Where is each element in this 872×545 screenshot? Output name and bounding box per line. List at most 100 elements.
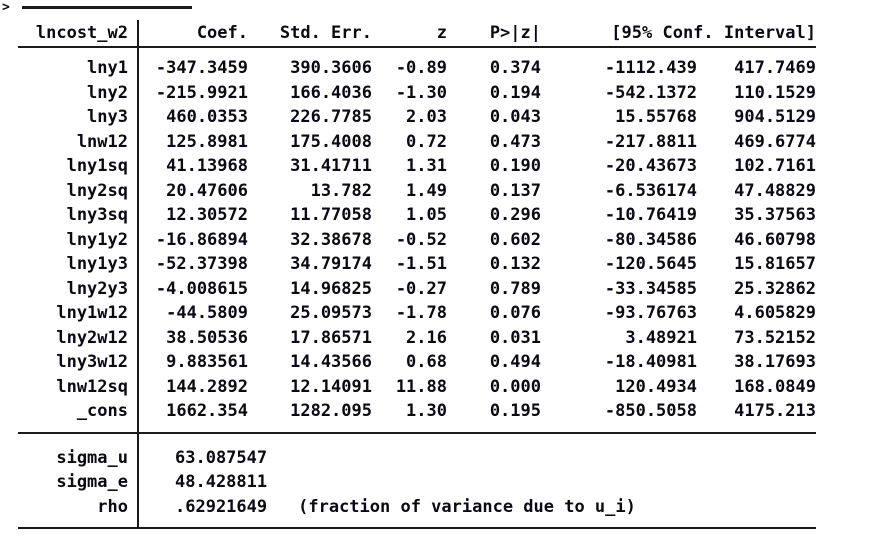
cell-p-value: 0.789 [489, 278, 541, 299]
variance-stats-rows: sigma_u 63.087547 sigma_e 48.428811 rho … [18, 434, 816, 528]
cell-z: 1.49 [406, 180, 447, 201]
cell-std-err: 13.782 [310, 180, 372, 201]
cell-coef: 1662.354 [166, 401, 248, 421]
cell-p-value: 0.043 [489, 107, 541, 127]
cell-ci-lower: -18.40981 [604, 352, 697, 372]
cell-ci-lower: -120.5645 [604, 254, 697, 274]
cell-z: 0.72 [406, 131, 447, 152]
cell-ci-lower: -542.1372 [604, 82, 697, 103]
cell-std-err: 12.14091 [290, 376, 372, 397]
cell-ci-upper: 15.81657 [734, 254, 816, 274]
stat-note [267, 446, 298, 471]
cell-ci-lower: 3.48921 [625, 327, 697, 348]
cell-ci-upper: 469.6774 [734, 131, 816, 152]
cell-coef: 460.0353 [166, 107, 248, 127]
cell-coef: 125.8981 [166, 131, 248, 152]
cell-p-value: 0.195 [489, 401, 541, 421]
cell-z: 0.68 [406, 352, 447, 372]
cell-ci-lower: -33.34585 [604, 278, 697, 299]
cell-std-err: 175.4008 [290, 131, 372, 152]
cell-ci-upper: 4.605829 [734, 303, 816, 323]
row-varname: lny2sq [66, 180, 128, 201]
cell-ci-lower: 15.55768 [615, 107, 697, 127]
cell-z: 2.03 [406, 107, 447, 127]
cell-coef: -52.37398 [155, 254, 248, 274]
header-std-err: Std. Err. [279, 23, 372, 43]
table-row: lny3sq 12.30572 11.77058 1.05 0.296 -10.… [18, 203, 816, 228]
coefficient-rows: lny1 -347.3459 390.3606 -0.89 0.374 -111… [18, 48, 816, 432]
cell-ci-upper: 38.17693 [734, 352, 816, 372]
cell-ci-upper: 73.52152 [734, 327, 816, 348]
cell-p-value: 0.132 [489, 254, 541, 274]
wrapped-top-rule [21, 6, 192, 9]
header-rule [18, 46, 816, 48]
cell-ci-lower: -20.43673 [604, 156, 697, 176]
stat-row: rho .62921649 (fraction of variance due … [18, 495, 816, 520]
cell-z: 1.05 [406, 205, 447, 225]
cell-z: 1.30 [406, 401, 447, 421]
row-varname: lny3sq [66, 205, 128, 225]
header-z: z [436, 23, 447, 43]
cell-std-err: 1282.095 [290, 401, 372, 421]
cell-ci-upper: 35.37563 [734, 205, 816, 225]
table-row: lny2sq 20.47606 13.782 1.49 0.137 -6.536… [18, 179, 816, 204]
cell-ci-lower: -93.76763 [604, 303, 697, 323]
row-varname: lny1y3 [66, 254, 128, 274]
table-row: lny2w12 38.50536 17.86571 2.16 0.031 3.4… [18, 326, 816, 351]
mid-rule [18, 431, 816, 434]
stat-name: rho [97, 496, 128, 517]
table-row: lny3 460.0353 226.7785 2.03 0.043 15.557… [18, 105, 816, 130]
table-row: lnw12 125.8981 175.4008 0.72 0.473 -217.… [18, 130, 816, 155]
row-varname: lny3 [87, 107, 128, 127]
header-p-value: P>|z| [489, 23, 541, 43]
cell-coef: 38.50536 [166, 327, 248, 348]
row-varname: lnw12 [76, 131, 128, 152]
table-row: lnw12sq 144.2892 12.14091 11.88 0.000 12… [18, 375, 816, 400]
stat-value: .62921649 [175, 496, 268, 517]
cell-ci-upper: 4175.213 [734, 401, 816, 421]
table-row: lny1 -347.3459 390.3606 -0.89 0.374 -111… [18, 56, 816, 81]
header-conf-interval: [95% Conf. Interval] [611, 23, 816, 43]
cell-ci-lower: -10.76419 [604, 205, 697, 225]
table-row: _cons 1662.354 1282.095 1.30 0.195 -850.… [18, 399, 816, 424]
row-varname: lnw12sq [56, 376, 128, 397]
cell-coef: 20.47606 [166, 180, 248, 201]
stat-value: 48.428811 [175, 472, 268, 492]
table-row: lny1w12 -44.5809 25.09573 -1.78 0.076 -9… [18, 301, 816, 326]
bottom-rule [18, 527, 816, 529]
stat-note [267, 470, 298, 495]
cell-std-err: 34.79174 [290, 254, 372, 274]
cell-std-err: 31.41711 [290, 156, 372, 176]
header-coef: Coef. [196, 23, 248, 43]
cell-p-value: 0.374 [489, 58, 541, 78]
cell-ci-upper: 46.60798 [734, 229, 816, 250]
cell-coef: 9.883561 [166, 352, 248, 372]
cell-std-err: 17.86571 [290, 327, 372, 348]
stat-name: sigma_e [56, 472, 128, 492]
cell-std-err: 11.77058 [290, 205, 372, 225]
cell-ci-lower: -6.536174 [604, 180, 697, 201]
row-varname: lny2y3 [66, 278, 128, 299]
cell-p-value: 0.473 [489, 131, 541, 152]
cell-std-err: 25.09573 [290, 303, 372, 323]
cell-coef: -4.008615 [155, 278, 248, 299]
cell-std-err: 166.4036 [290, 82, 372, 103]
stat-name: sigma_u [56, 447, 128, 468]
cell-ci-upper: 904.5129 [734, 107, 816, 127]
table-row: lny3w12 9.883561 14.43566 0.68 0.494 -18… [18, 350, 816, 375]
stat-row: sigma_u 63.087547 [18, 446, 816, 471]
row-varname: lny1y2 [66, 229, 128, 250]
cell-std-err: 32.38678 [290, 229, 372, 250]
row-varname: lny1sq [66, 156, 128, 176]
cell-p-value: 0.076 [489, 303, 541, 323]
cell-z: -1.51 [395, 254, 447, 274]
table-row: lny2 -215.9921 166.4036 -1.30 0.194 -542… [18, 81, 816, 106]
row-varname: _cons [76, 401, 128, 421]
stat-row: sigma_e 48.428811 [18, 470, 816, 495]
cell-std-err: 14.96825 [290, 278, 372, 299]
row-varname: lny1 [87, 58, 128, 78]
cell-ci-lower: 120.4934 [615, 376, 697, 397]
cell-std-err: 390.3606 [290, 58, 372, 78]
cell-coef: -44.5809 [166, 303, 248, 323]
